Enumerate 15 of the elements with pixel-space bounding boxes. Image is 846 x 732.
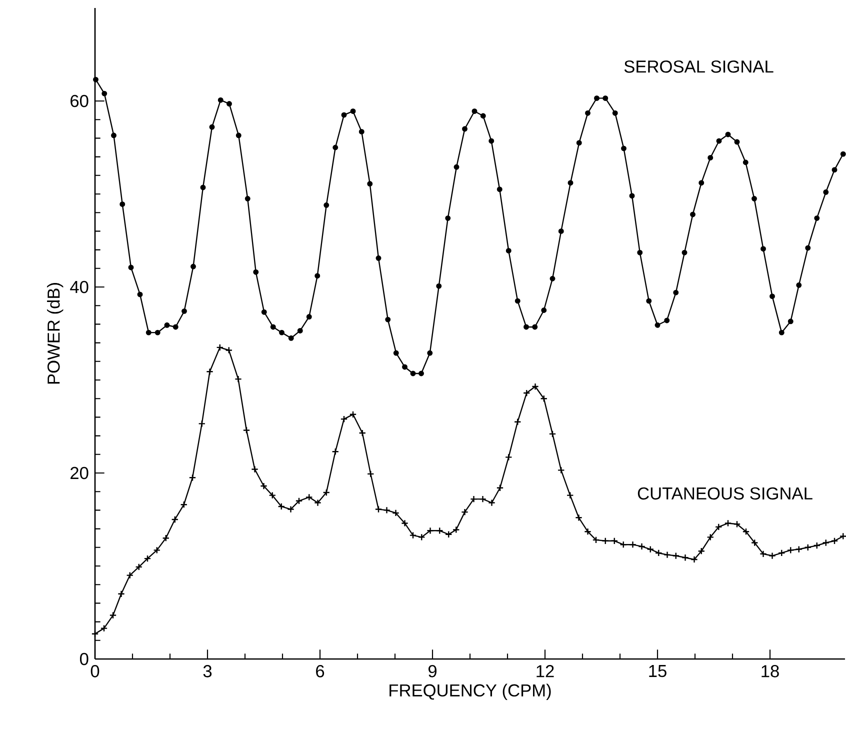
- x-tick-label: 12: [536, 665, 554, 678]
- y-axis-title: POWER (dB): [47, 283, 64, 384]
- y-tick-label: 40: [70, 280, 88, 294]
- x-tick-label: 3: [203, 665, 212, 678]
- x-tick-label: 9: [428, 665, 437, 678]
- y-tick-label: 20: [70, 466, 88, 480]
- y-tick-label: 60: [70, 94, 88, 108]
- y-tick-label: 0: [80, 652, 88, 666]
- x-axis-title: FREQUENCY (CPM): [390, 684, 551, 700]
- x-tick-label: 6: [316, 665, 324, 678]
- series-label: SEROSAL SIGNAL: [624, 60, 774, 73]
- x-tick-label: 0: [90, 665, 100, 678]
- x-tick-label: 18: [762, 665, 779, 678]
- series-label: CUTANEOUS SIGNAL: [638, 487, 812, 500]
- x-tick-label: 15: [649, 665, 666, 678]
